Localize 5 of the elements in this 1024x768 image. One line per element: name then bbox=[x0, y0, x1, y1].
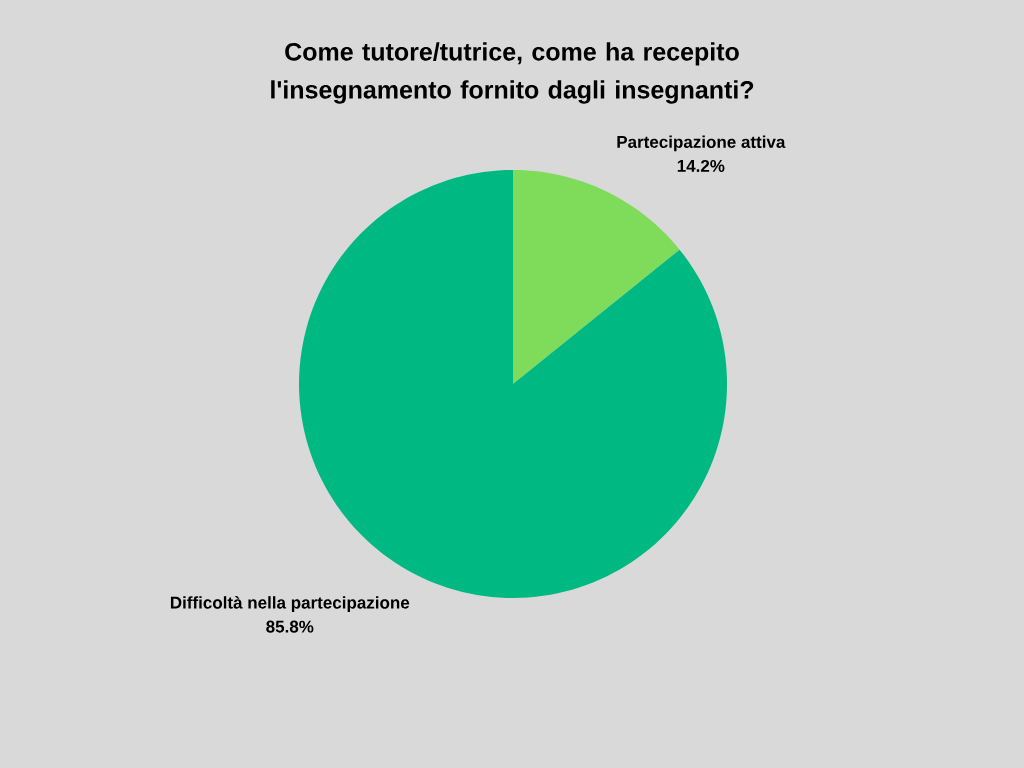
data-label: 85.8% bbox=[266, 620, 314, 633]
data-label: 14.2% bbox=[677, 159, 725, 172]
slice-label: Partecipazione attiva bbox=[617, 135, 786, 152]
slice-label: Difficoltà nella partecipazione bbox=[170, 596, 410, 613]
chart-title: Come tutore/tutrice, come ha recepito l'insegnamento fornito dagli insegnanti? bbox=[271, 42, 754, 104]
